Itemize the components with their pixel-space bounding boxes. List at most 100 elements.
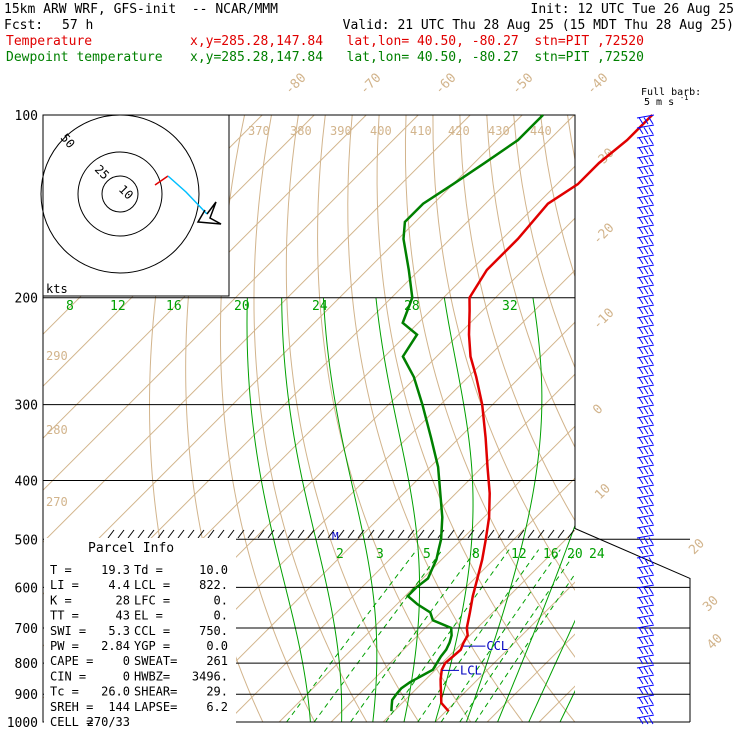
mixing-ratio-line: [313, 549, 443, 722]
hatch-mark: [287, 529, 295, 539]
wind-barb: [636, 524, 655, 529]
wind-barb: [636, 124, 655, 129]
hatch-mark: [537, 529, 545, 539]
parcel-field-value: 29.: [206, 685, 228, 699]
mixing-ratio-line: [385, 549, 510, 722]
theta-label: 380: [290, 124, 312, 138]
theta-e-label: 8: [66, 299, 74, 314]
wind-barb: [636, 544, 655, 549]
wind-barb: [636, 294, 655, 299]
isotherm-line: [43, 115, 523, 595]
dry-adiabat: [432, 115, 575, 592]
ccl-label: CCL: [486, 639, 508, 653]
dry-adiabat: [729, 115, 740, 722]
hodo-trace-low: [154, 175, 169, 186]
hatch-mark: [187, 529, 195, 539]
parcel-field-label: SHEAR=: [134, 685, 177, 699]
isotherm-label: 0: [590, 402, 606, 418]
wind-barb: [636, 484, 655, 489]
wind-barb: [636, 574, 655, 579]
wind-barb: [636, 674, 655, 679]
isotherm-line: [226, 373, 575, 722]
wind-barb: [636, 174, 655, 179]
hatch-mark: [117, 529, 125, 539]
dry-adiabat: [702, 115, 740, 722]
parcel-field-value: 750.: [199, 624, 228, 638]
hatch-mark: [247, 529, 255, 539]
mixing-ratio-label: 24: [589, 547, 605, 562]
pressure-tick-label: 600: [15, 581, 38, 596]
hodo-units: kts: [46, 282, 68, 296]
dry-adiabat: [253, 115, 368, 722]
hatch-mark: [387, 529, 395, 539]
hatch-mark: [137, 529, 145, 539]
parcel-field-label: PW =: [50, 639, 79, 653]
hatch-mark: [507, 529, 515, 539]
parcel-field-value: 822.: [199, 578, 228, 592]
lcl-label: LCL: [460, 663, 482, 677]
moist-adiabat: [375, 297, 421, 722]
hatch-mark: [217, 529, 225, 539]
hatch-mark: [267, 529, 275, 539]
forecast-label: Fcst:: [4, 18, 44, 33]
wind-barb: [636, 264, 655, 269]
wind-barb: [636, 314, 655, 319]
isotherm-label: -50: [509, 71, 536, 98]
isotherm-label: -40: [584, 71, 611, 98]
pressure-tick-label: 500: [15, 533, 38, 548]
hatch-mark: [317, 529, 325, 539]
hatch-mark: [487, 529, 495, 539]
wind-barb: [636, 114, 655, 119]
wind-barb: [636, 714, 655, 719]
theta-label: 400: [370, 124, 392, 138]
isotherm-line: [591, 115, 740, 722]
mixing-ratio-label: 8: [472, 547, 480, 562]
moist-adiabat: [528, 619, 575, 722]
wind-barb: [636, 254, 655, 259]
parcel-field-value: 6.2: [206, 700, 228, 714]
hatch-mark: [427, 529, 435, 539]
isotherm-label: -80: [282, 71, 309, 98]
wind-barb: [636, 464, 655, 469]
wind-barb: [636, 214, 655, 219]
wind-barb: [636, 554, 655, 559]
dry-adiabat: [347, 115, 524, 722]
theta-label: 390: [330, 124, 352, 138]
parcel-field-value: 4.4: [108, 578, 130, 592]
theta-e-label: 12: [110, 299, 126, 314]
mixing-ratio-line: [286, 549, 418, 722]
hatch-mark: [517, 529, 525, 539]
dry-adiabat: [317, 115, 472, 722]
hatch-mark: [377, 529, 385, 539]
pressure-tick-label: 1000: [7, 716, 38, 731]
parcel-field-value: 0: [123, 654, 130, 668]
theta-label: 440: [530, 124, 552, 138]
parcel-field-label: LCL =: [134, 578, 170, 592]
valid-time: Valid: 21 UTC Thu 28 Aug 25 (15 MDT Thu …: [342, 18, 734, 33]
mixing-ratio-label: 12: [511, 547, 527, 562]
parcel-field-value: 0.: [214, 609, 228, 623]
mixing-ratio-line: [474, 573, 575, 722]
dry-adiabat: [285, 115, 420, 722]
parcel-field-label: TT =: [50, 609, 79, 623]
isotherm-label: -20: [590, 221, 617, 248]
barb-legend-units: 5 m s: [644, 97, 674, 108]
theta-label: 410: [410, 124, 432, 138]
hatch-mark: [477, 529, 485, 539]
wind-barb: [636, 204, 655, 209]
mixing-ratio-label: 20: [567, 547, 583, 562]
wind-barb: [636, 454, 655, 459]
parcel-field-value: 144: [108, 700, 130, 714]
wind-barb: [636, 604, 655, 609]
wind-barb: [636, 334, 655, 339]
parcel-field-label: SWEAT=: [134, 654, 177, 668]
theta-label: 430: [488, 124, 510, 138]
temperature-profile: [439, 114, 654, 713]
dry-adiabat: [648, 115, 740, 722]
dry-adiabat: [376, 115, 575, 722]
theta-label: 290: [46, 349, 68, 363]
wind-barb: [636, 494, 655, 499]
hatch-mark: [357, 529, 365, 539]
